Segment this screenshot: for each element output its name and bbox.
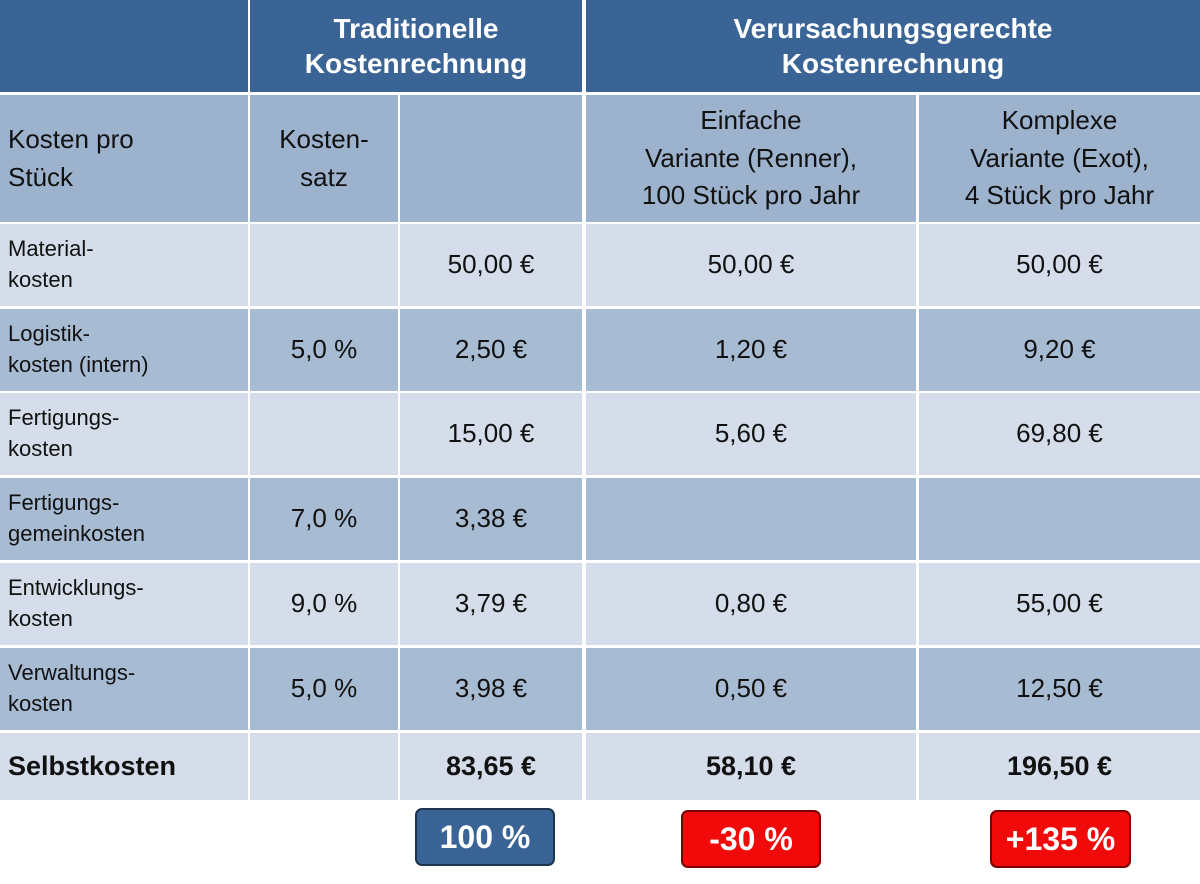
table-cell: 9,0 %: [250, 563, 398, 645]
table-cell: Fertigungs- kosten: [0, 393, 248, 475]
subheader-cell: Kosten pro Stück: [0, 95, 248, 222]
subheader-cell: [400, 95, 582, 222]
header-cell: [0, 0, 248, 92]
table-cell: Material- kosten: [0, 224, 248, 306]
total-cell: 58,10 €: [586, 733, 916, 800]
table-cell: 15,00 €: [400, 393, 582, 475]
table-cell: Entwicklungs- kosten: [0, 563, 248, 645]
table-cell: [586, 478, 916, 560]
table-cell: [250, 393, 398, 475]
subheader-cell: Einfache Variante (Renner), 100 Stück pr…: [586, 95, 916, 222]
table-cell: 50,00 €: [919, 224, 1200, 306]
table-cell: 3,79 €: [400, 563, 582, 645]
table-cell: 0,80 €: [586, 563, 916, 645]
total-cell: 83,65 €: [400, 733, 582, 800]
table-cell: 7,0 %: [250, 478, 398, 560]
table-cell: Fertigungs- gemeinkosten: [0, 478, 248, 560]
table-cell: [919, 478, 1200, 560]
percent-badge: 100 %: [415, 808, 555, 866]
table-cell: 5,0 %: [250, 309, 398, 391]
table-cell: 0,50 €: [586, 648, 916, 730]
header-cell: Verursachungsgerechte Kostenrechnung: [586, 0, 1200, 92]
table-cell: Logistik- kosten (intern): [0, 309, 248, 391]
table-cell: 50,00 €: [400, 224, 582, 306]
table-cell: 2,50 €: [400, 309, 582, 391]
header-cell: Traditionelle Kostenrechnung: [250, 0, 582, 92]
table-cell: 69,80 €: [919, 393, 1200, 475]
table-cell: 3,98 €: [400, 648, 582, 730]
total-cell: [250, 733, 398, 800]
total-cell: 196,50 €: [919, 733, 1200, 800]
table-cell: [250, 224, 398, 306]
total-cell: Selbstkosten: [0, 733, 248, 800]
table-cell: 50,00 €: [586, 224, 916, 306]
table-cell: 12,50 €: [919, 648, 1200, 730]
table-cell: 9,20 €: [919, 309, 1200, 391]
table-cell: Verwaltungs- kosten: [0, 648, 248, 730]
table-cell: 5,60 €: [586, 393, 916, 475]
subheader-cell: Komplexe Variante (Exot), 4 Stück pro Ja…: [919, 95, 1200, 222]
percent-badge: +135 %: [990, 810, 1131, 868]
subheader-cell: Kosten- satz: [250, 95, 398, 222]
table-cell: 1,20 €: [586, 309, 916, 391]
table-cell: 5,0 %: [250, 648, 398, 730]
percent-badge: -30 %: [681, 810, 821, 868]
table-cell: 3,38 €: [400, 478, 582, 560]
table-cell: 55,00 €: [919, 563, 1200, 645]
